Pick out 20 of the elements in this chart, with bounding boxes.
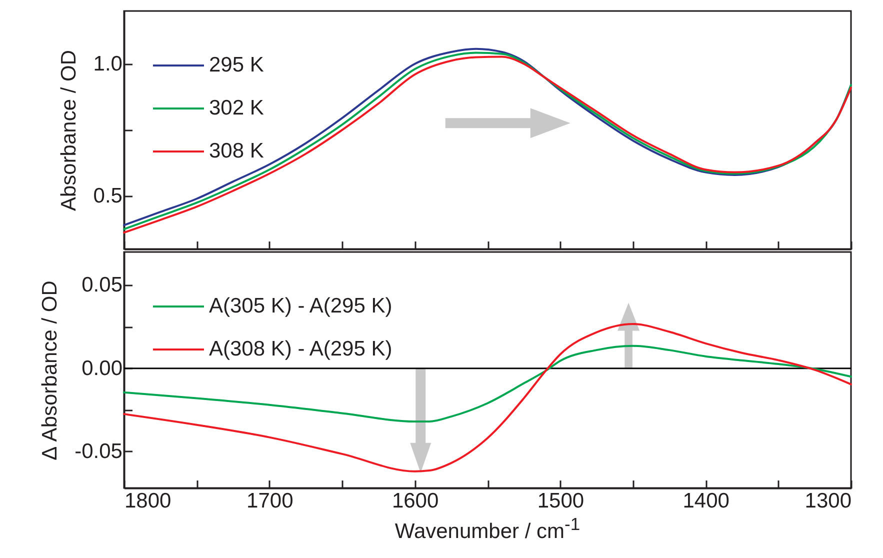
y-tick-label: -0.05: [74, 440, 122, 463]
y-axis-title: Absorbance / OD: [57, 50, 80, 212]
x-tick-label: 1600: [392, 490, 439, 512]
legend-label: 308 K: [209, 140, 264, 162]
x-tick-label: 1300: [804, 490, 852, 512]
y-tick-label: 0.00: [82, 356, 122, 380]
x-tick-label: 1500: [537, 490, 584, 512]
y-axis-title: Δ Absorbance / OD: [38, 280, 62, 460]
line-series: [123, 322, 852, 472]
legend-label: A(308 K) - A(295 K): [209, 338, 392, 360]
x-tick-label: 1700: [246, 490, 294, 512]
legend-label: 295 K: [209, 54, 264, 76]
y-tick-label: 0.05: [82, 274, 122, 297]
legend-label: 302 K: [209, 96, 264, 120]
x-axis-title: Wavenumber / cm$^{-1}$: [394, 514, 582, 544]
y-tick-label: 0.5: [93, 184, 122, 208]
legend-label: A(305 K) - A(295 K): [209, 294, 392, 318]
x-tick-label: 1800: [124, 490, 172, 512]
y-tick-label: 1.0: [93, 52, 122, 76]
x-tick-label: 1400: [682, 490, 730, 512]
